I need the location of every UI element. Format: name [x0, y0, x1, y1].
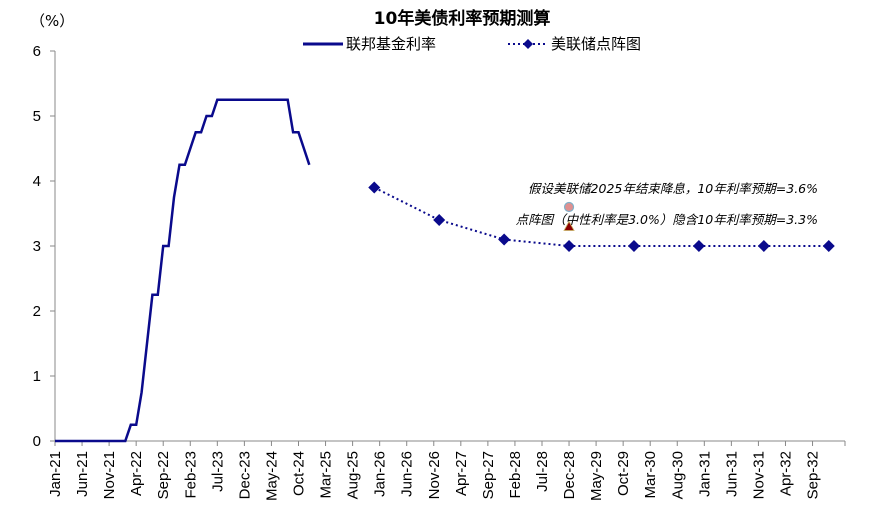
dot-plot-point [822, 240, 835, 252]
x-tick-label: Jan-26 [372, 451, 389, 497]
fed-funds-rate-line [55, 98, 311, 443]
dot-plot-point [433, 214, 446, 226]
y-tick-label: 2 [33, 303, 41, 320]
x-tick-label: Jul-28 [534, 451, 551, 492]
y-tick-label: 1 [33, 368, 41, 385]
x-tick-label: Jan-31 [696, 451, 713, 497]
dot-plot-point [627, 240, 640, 252]
x-tick-label: May-29 [588, 451, 605, 501]
circle-marker-3-6 [563, 201, 575, 213]
legend-label-dot-plot: 美联储点阵图 [551, 35, 641, 53]
dot-plot-point [368, 181, 381, 194]
x-tick-label: Jul-23 [209, 451, 226, 492]
x-tick-label: Feb-28 [507, 451, 524, 499]
annotation-3-3: 点阵图（中性利率是3.0%）隐含10年利率预期=3.3% [516, 212, 818, 227]
y-axis-label: （%） [30, 12, 74, 30]
dot-plot-point [563, 240, 576, 252]
x-tick-label: Oct-24 [290, 451, 307, 496]
x-tick-label: Nov-26 [426, 451, 443, 499]
y-tick-label: 6 [33, 43, 41, 60]
x-tick-label: Dec-28 [561, 451, 578, 499]
x-tick-label: Mar-30 [642, 451, 659, 499]
x-tick-label: Apr-22 [128, 451, 145, 496]
x-tick-label: Nov-31 [750, 451, 767, 499]
x-tick-label: Aug-25 [345, 451, 362, 499]
x-tick-label: Jun-31 [723, 451, 740, 497]
y-tick-label: 0 [33, 433, 41, 450]
x-tick-label: Feb-23 [182, 451, 199, 499]
x-tick-label: Dec-23 [236, 451, 253, 499]
x-tick-label: Sep-27 [480, 451, 497, 499]
chart-title: 10年美债利率预期测算 [374, 8, 551, 29]
dot-plot-point [692, 240, 705, 252]
x-tick-label: Jun-26 [399, 451, 416, 497]
x-tick-label: Mar-25 [318, 451, 335, 499]
x-tick-label: Apr-27 [453, 451, 470, 496]
x-tick-label: May-24 [263, 451, 280, 501]
triangle-marker-3-3 [563, 220, 575, 231]
y-tick-label: 3 [33, 238, 41, 255]
x-tick-label: Apr-32 [777, 451, 794, 496]
x-tick-label: Sep-32 [805, 451, 822, 499]
y-tick-label: 4 [33, 173, 41, 190]
annotation-3-6: 假设美联储2025年结束降息，10年利率预期=3.6% [528, 181, 818, 196]
x-tick-label: Jan-21 [47, 451, 64, 497]
x-tick-label: Jun-21 [74, 451, 91, 497]
dot-plot-point [498, 233, 511, 246]
x-tick-label: Nov-21 [101, 451, 118, 499]
legend-diamond-icon [523, 39, 533, 49]
legend-label-fed-funds: 联邦基金利率 [346, 35, 436, 53]
x-tick-label: Sep-22 [155, 451, 172, 499]
x-tick-label: Aug-30 [669, 451, 686, 499]
y-tick-label: 5 [33, 108, 41, 125]
dot-plot-point [757, 240, 770, 252]
x-tick-label: Oct-29 [615, 451, 632, 496]
